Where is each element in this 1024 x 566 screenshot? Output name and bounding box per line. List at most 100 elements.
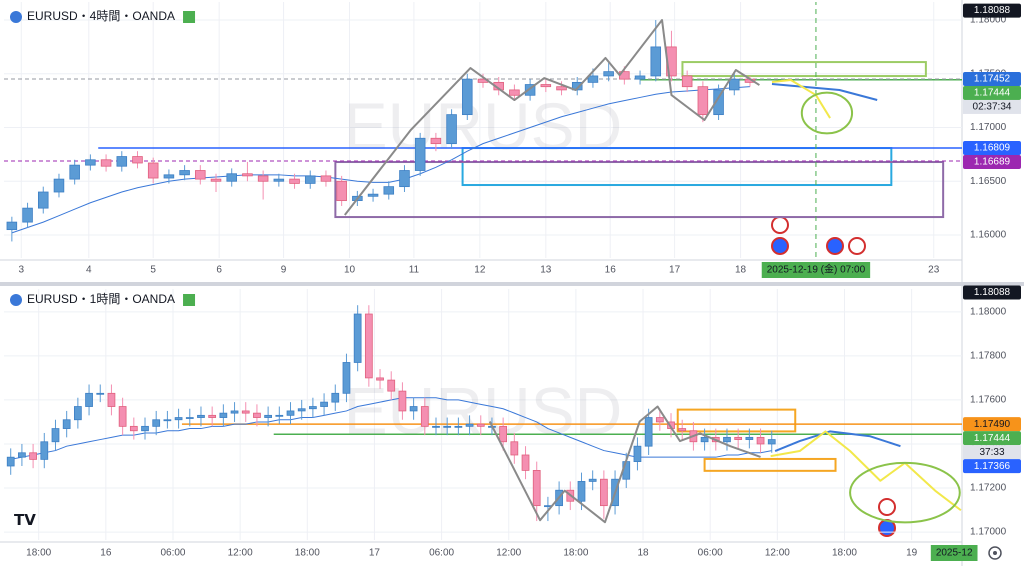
price-tag	[963, 155, 1021, 170]
x-tick-label: 11	[409, 265, 420, 276]
price-tag	[963, 71, 1021, 86]
candle-body	[29, 452, 37, 460]
event-icon[interactable]	[878, 498, 896, 516]
candle-body	[446, 114, 457, 145]
x-tick-label: 17	[369, 548, 381, 559]
event-icon[interactable]	[826, 237, 844, 255]
event-icon[interactable]	[771, 216, 789, 234]
symbol-logo	[10, 294, 22, 306]
candle-body	[599, 478, 608, 507]
pane-separator[interactable]	[0, 282, 1024, 286]
x-tick-label: 12:00	[496, 548, 521, 559]
candle-body	[745, 436, 754, 440]
price-tag	[963, 141, 1021, 156]
x-tick-label: 6	[216, 265, 222, 276]
zone-box	[676, 408, 797, 433]
y-tick-label: 1.17800	[970, 351, 1007, 362]
candle-body	[432, 425, 440, 428]
candle-body	[85, 392, 93, 407]
x-tick-label: 17	[669, 265, 681, 276]
candle-body	[18, 452, 26, 458]
candle-body	[556, 86, 567, 91]
countdown-bg	[963, 99, 1021, 114]
price-tag-label: 1.16809	[974, 143, 1011, 154]
date-marker: 2025-12	[930, 545, 978, 561]
event-icon[interactable]	[848, 237, 866, 255]
candle-body	[524, 84, 536, 96]
x-tick-label: 12:00	[228, 548, 253, 559]
candle-body	[540, 84, 552, 88]
candle-body	[603, 71, 614, 77]
candle-body	[100, 159, 112, 167]
price-tag-label: 1.17444	[974, 433, 1011, 444]
candle-body	[219, 412, 228, 418]
candle-body	[587, 75, 599, 83]
candle-body	[141, 425, 149, 432]
candle-body	[253, 412, 261, 418]
price-tag-label: 1.16689	[974, 157, 1011, 168]
drawn-line	[488, 405, 761, 524]
price-tag-label: 1.17444	[974, 88, 1011, 99]
settings-icon-dot	[993, 551, 997, 555]
candle-body	[73, 406, 82, 421]
candle-body	[242, 173, 253, 177]
candle-body	[644, 417, 653, 447]
candle-body	[264, 414, 272, 418]
candle-body	[51, 428, 60, 443]
candle-body	[700, 436, 709, 443]
candle-body	[197, 414, 205, 418]
settings-icon[interactable]	[988, 546, 1002, 560]
candle-body	[376, 377, 384, 381]
zone-box	[334, 161, 945, 219]
x-tick-label: 06:00	[698, 548, 723, 559]
candle-body	[152, 419, 161, 427]
y-tick-label: 1.17200	[970, 483, 1007, 494]
x-tick-label: 18:00	[832, 548, 857, 559]
candle-body	[179, 170, 190, 176]
date-marker-bg	[761, 262, 871, 278]
zone-box	[703, 457, 837, 472]
drawn-line	[344, 19, 760, 216]
candle-body	[174, 417, 183, 421]
chart-title: EURUSD・4時間・OANDA	[27, 9, 175, 23]
date-marker-label: 2025-12	[936, 548, 973, 559]
candle-body	[399, 170, 410, 188]
candle-body	[571, 81, 583, 91]
x-tick-label: 13	[540, 265, 552, 276]
candle-body	[289, 178, 300, 184]
plot-area: EURUSD	[4, 2, 962, 258]
drawn-line	[771, 79, 831, 119]
candle-body	[767, 439, 776, 445]
candle-body	[383, 186, 395, 195]
candle-body	[697, 86, 709, 116]
candle-body	[69, 164, 80, 180]
candle-body	[6, 456, 15, 467]
candle-body	[454, 425, 463, 428]
watermark: EURUSD	[344, 89, 623, 163]
candle-body	[430, 137, 442, 145]
candle-body	[532, 470, 541, 507]
x-tick-label: 3	[18, 265, 24, 276]
symbol-logo	[10, 11, 22, 23]
watermark: EURUSD	[344, 373, 623, 447]
candle-body	[634, 75, 646, 80]
candle-body	[210, 178, 222, 182]
date-marker-label: 2025-12-19 (金) 07:00	[767, 263, 866, 276]
x-tick-label: 5	[150, 265, 156, 276]
candle-body	[756, 436, 765, 445]
candle-body	[6, 221, 18, 231]
candle-body	[273, 178, 285, 182]
event-icon[interactable]	[771, 237, 789, 255]
candle-body	[398, 390, 407, 412]
price-tag	[963, 3, 1021, 18]
x-tick-label: 23	[928, 265, 940, 276]
candle-body	[129, 425, 138, 432]
candle-body	[510, 441, 519, 456]
candle-body	[22, 207, 33, 223]
candle-body	[118, 406, 127, 427]
x-tick-label: 16	[100, 548, 112, 559]
candle-body	[85, 159, 96, 166]
x-tick-label: 06:00	[160, 548, 185, 559]
candle-body	[414, 137, 426, 171]
price-tag	[963, 417, 1021, 432]
